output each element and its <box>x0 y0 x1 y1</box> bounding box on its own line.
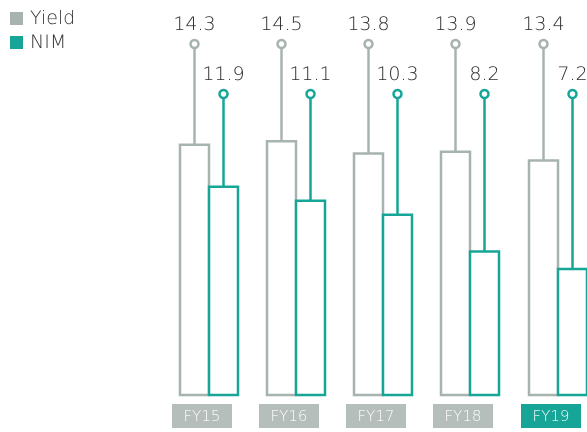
category-box-fy19 <box>521 404 581 428</box>
bar-yield-fy17 <box>352 152 385 397</box>
value-label-nim-fy19: 7.2 <box>557 63 587 85</box>
value-label-yield-fy16: 14.5 <box>260 13 302 35</box>
value-labels-group: 14.3 11.9 14.5 11.1 13.8 10.3 13.9 8.2 13.4 7.2 <box>173 13 587 85</box>
legend-swatch-nim <box>10 36 23 49</box>
bar-yield-fy18 <box>439 150 472 397</box>
value-label-nim-fy17: 10.3 <box>376 63 418 85</box>
category-label-fy16: FY16 <box>271 407 308 425</box>
marker-yield-fy17 <box>363 38 374 50</box>
value-label-yield-fy18: 13.9 <box>434 13 476 35</box>
category-label-fy18: FY18 <box>445 407 482 425</box>
stems-group <box>189 38 578 269</box>
category-box-fy16 <box>259 404 319 428</box>
category-box-fy17 <box>346 404 406 428</box>
category-box-fy15 <box>172 404 232 428</box>
bar-yield-fy16 <box>265 140 298 397</box>
bar-nim-fy19 <box>556 267 587 397</box>
value-label-yield-fy15: 14.3 <box>173 13 215 35</box>
value-label-nim-fy18: 8.2 <box>469 63 499 85</box>
bar-nim-fy18 <box>468 250 501 397</box>
category-label-fy19: FY19 <box>533 407 570 425</box>
marker-yield-fy18 <box>450 38 461 50</box>
bar-yield-fy19 <box>527 159 560 397</box>
marker-nim-fy15 <box>218 88 229 100</box>
category-axis: FY15 FY16 FY17 FY18 FY19 <box>172 404 581 428</box>
value-label-yield-fy19: 13.4 <box>522 13 564 35</box>
marker-nim-fy17 <box>392 88 403 100</box>
value-label-nim-fy15: 11.9 <box>202 63 244 85</box>
value-label-yield-fy17: 13.8 <box>347 13 389 35</box>
marker-yield-fy15 <box>189 38 200 50</box>
marker-yield-fy19 <box>538 38 549 50</box>
bar-nim-fy17 <box>381 213 414 397</box>
marker-nim-fy16 <box>305 88 316 100</box>
legend-label-yield: Yield <box>30 7 75 29</box>
marker-nim-fy19 <box>567 88 578 100</box>
marker-nim-fy18 <box>479 88 490 100</box>
bar-nim-fy15 <box>207 185 240 397</box>
category-label-fy15: FY15 <box>184 407 221 425</box>
bar-yield-fy15 <box>178 143 211 397</box>
marker-yield-fy16 <box>276 38 287 50</box>
category-box-fy18 <box>433 404 493 428</box>
legend-label-nim: NIM <box>30 31 66 53</box>
legend-swatch-yield <box>10 12 23 25</box>
category-label-fy17: FY17 <box>358 407 395 425</box>
bar-nim-fy16 <box>294 199 327 397</box>
value-label-nim-fy16: 11.1 <box>289 63 331 85</box>
bars-group <box>178 140 587 397</box>
